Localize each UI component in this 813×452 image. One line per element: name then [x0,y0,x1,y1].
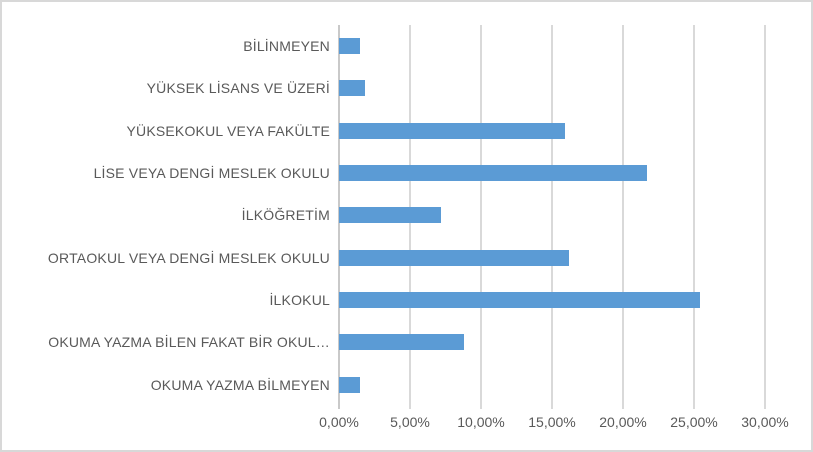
bar [339,122,565,139]
category-label: BİLİNMEYEN [243,38,330,55]
bar-track [339,237,765,279]
category-label: ORTAOKUL VEYA DENGİ MESLEK OKULU [47,249,330,266]
bar-rows: BİLİNMEYEN YÜKSEK LİSANS VE ÜZERİ YÜKSEKOK… [2,25,765,406]
bar [339,334,464,351]
bar-row: YÜKSEKOKUL VEYA FAKÜLTE [2,110,765,152]
bar [339,207,442,224]
bar-row: ORTAOKUL VEYA DENGİ MESLEK OKULU [2,237,765,279]
gridline [551,25,553,409]
x-axis-label: 15,00% [528,414,576,430]
gridline [622,25,624,409]
bar-track [339,25,765,67]
x-axis-label: 0,00% [319,414,359,430]
gridline [764,25,766,409]
bar-row: İLKOKUL [2,279,765,321]
x-axis-tick-labels: 0,00% 5,00% 10,00% 15,00% 20,00% 25,00% 30,00% [2,414,811,438]
category-label: YÜKSEK LİSANS VE ÜZERİ [146,80,330,97]
category-label: OKUMA YAZMA BİLMEYEN [150,376,330,393]
bar-row: OKUMA YAZMA BİLEN FAKAT BİR OKUL… [2,321,765,363]
bar-row: BİLİNMEYEN [2,25,765,67]
category-label: OKUMA YAZMA BİLEN FAKAT BİR OKUL… [48,334,330,351]
gridline [480,25,482,409]
bar-track [339,152,765,194]
bar [339,376,361,393]
x-axis-label: 5,00% [390,414,430,430]
bar-track [339,364,765,406]
bar-row: LİSE VEYA DENGİ MESLEK OKULU [2,152,765,194]
bar-track [339,194,765,236]
bar [339,249,570,266]
bar-track [339,279,765,321]
bar [339,292,700,309]
category-label: İLKÖĞRETİM [241,207,330,224]
bar [339,38,361,55]
x-axis-label: 25,00% [670,414,718,430]
bar [339,80,365,97]
category-label: YÜKSEKOKUL VEYA FAKÜLTE [126,122,330,139]
gridline [693,25,695,409]
bar-row: YÜKSEK LİSANS VE ÜZERİ [2,67,765,109]
x-axis-label: 10,00% [457,414,505,430]
bar-row: OKUMA YAZMA BİLMEYEN [2,364,765,406]
bar-row: İLKÖĞRETİM [2,194,765,236]
x-axis-label: 30,00% [741,414,789,430]
category-label: İLKOKUL [269,292,330,309]
x-axis-label: 20,00% [599,414,647,430]
bar-track [339,321,765,363]
bar [339,165,648,182]
bar-track [339,110,765,152]
category-label: LİSE VEYA DENGİ MESLEK OKULU [93,165,330,182]
bar-track [339,67,765,109]
